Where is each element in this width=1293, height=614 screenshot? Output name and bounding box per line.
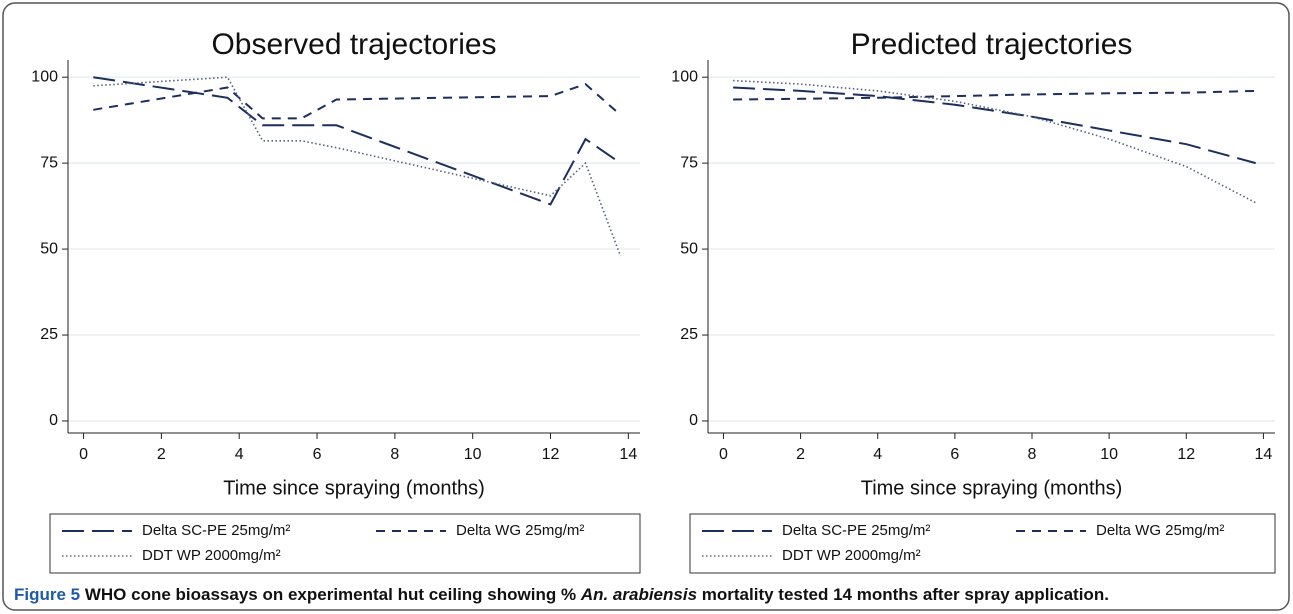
x-axis-label: Time since spraying (months)	[861, 477, 1123, 499]
x-tick-label: 4	[873, 446, 882, 463]
y-tick-label: 25	[40, 326, 58, 343]
legend-box	[689, 513, 1276, 574]
x-tick-label: 6	[313, 446, 322, 463]
x-tick-label: 8	[1028, 446, 1037, 463]
legend-label: Delta WG 25mg/m²	[1096, 522, 1224, 539]
caption-text: WHO cone bioassays on experimental hut c…	[84, 585, 577, 604]
y-tick-label: 0	[689, 412, 698, 429]
caption: Figure 5 WHO cone bioassays on experimen…	[14, 585, 1109, 605]
caption-label: Figure 5	[14, 585, 81, 604]
y-tick-label: 0	[49, 412, 58, 429]
chart-title: Predicted trajectories	[851, 28, 1133, 61]
y-tick-label: 50	[40, 240, 58, 257]
x-tick-label: 12	[1177, 446, 1195, 463]
y-tick-label: 75	[40, 154, 58, 171]
x-tick-label: 6	[950, 446, 959, 463]
x-tick-label: 8	[390, 446, 399, 463]
chart-title: Observed trajectories	[211, 28, 496, 61]
x-tick-label: 10	[1100, 446, 1118, 463]
legend-label: Delta WG 25mg/m²	[456, 522, 584, 539]
x-tick-label: 2	[796, 446, 805, 463]
series-line	[733, 86, 1256, 165]
x-tick-label: 2	[157, 446, 166, 463]
y-tick-label: 75	[680, 154, 698, 171]
caption-text: mortality tested 14 months after spray a…	[701, 585, 1109, 604]
caption-species: An. arabiensis	[580, 585, 698, 604]
y-tick-label: 100	[671, 68, 698, 85]
x-tick-label: 0	[719, 446, 728, 463]
y-tick-label: 50	[680, 240, 698, 257]
y-tick-label: 100	[31, 68, 58, 85]
legend-label: DDT WP 2000mg/m²	[142, 547, 281, 564]
series-line	[93, 82, 622, 120]
x-tick-label: 14	[619, 446, 637, 463]
x-axis-label: Time since spraying (months)	[223, 477, 485, 499]
x-tick-label: 4	[235, 446, 244, 463]
legend-label: DDT WP 2000mg/m²	[782, 547, 921, 564]
series-line	[93, 76, 622, 257]
series-line	[733, 79, 1257, 204]
series-line	[93, 76, 622, 206]
series-line	[733, 89, 1256, 101]
legend-box	[49, 513, 641, 574]
x-tick-label: 0	[79, 446, 88, 463]
x-tick-label: 10	[464, 446, 482, 463]
legend-label: Delta SC-PE 25mg/m²	[142, 522, 290, 539]
y-tick-label: 25	[680, 326, 698, 343]
x-tick-label: 12	[542, 446, 560, 463]
legend-label: Delta SC-PE 25mg/m²	[782, 522, 930, 539]
x-tick-label: 14	[1255, 446, 1273, 463]
